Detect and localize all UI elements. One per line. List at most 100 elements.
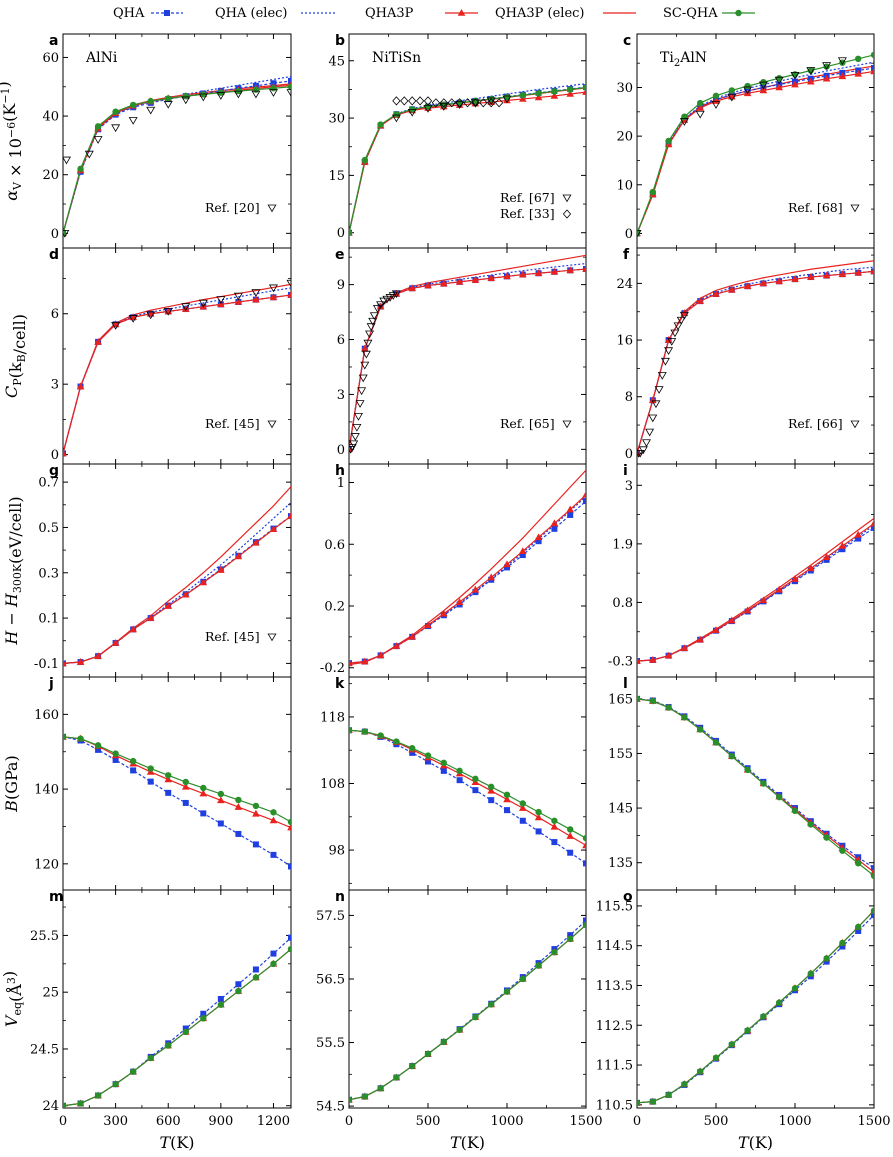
- legend-marker: [164, 10, 170, 16]
- data-point: [775, 83, 783, 91]
- ref-point: [676, 316, 686, 325]
- data-point: [519, 547, 527, 555]
- data-point: [76, 382, 85, 390]
- data-point: [664, 651, 673, 659]
- panel-c: 0 10 20 30 c Ti2AlN Ref. [68]: [616, 33, 875, 249]
- panel-letter: o: [623, 889, 633, 905]
- data-point: [164, 307, 173, 315]
- plot-area: [349, 254, 586, 454]
- ref-point: [372, 305, 382, 313]
- data-point: [252, 841, 259, 848]
- panel-k: 98 108 118 k: [320, 676, 587, 891]
- series-line-qha: [637, 527, 874, 662]
- data-point: [535, 962, 542, 969]
- ref-point: [641, 439, 651, 448]
- data-point: [235, 987, 242, 995]
- data-point: [519, 800, 526, 807]
- y-axis-label: CP(kB/cell): [2, 314, 29, 398]
- ref-point: [408, 96, 417, 106]
- panel-frame: [636, 33, 875, 249]
- data-point: [583, 498, 586, 505]
- ref-point: [673, 322, 683, 331]
- data-point: [712, 739, 720, 746]
- y-tick-label: 120: [34, 857, 59, 872]
- data-point: [550, 519, 559, 527]
- data-point: [870, 872, 874, 879]
- data-point: [63, 449, 67, 457]
- data-point: [130, 767, 137, 774]
- data-point: [112, 750, 119, 757]
- data-point: [235, 796, 242, 804]
- material-label: NiTiSn: [372, 50, 421, 66]
- y-tick-label: 3: [51, 378, 59, 393]
- data-point: [181, 782, 190, 790]
- legend-entry: QHA: [113, 6, 183, 21]
- data-point: [697, 726, 704, 733]
- data-point: [551, 88, 558, 95]
- x-tick-label: 1500: [857, 1114, 890, 1129]
- y-tick-label: 145: [608, 802, 633, 817]
- data-point: [252, 538, 260, 546]
- plot-area: [63, 75, 291, 238]
- ref-point: [163, 100, 173, 109]
- y-tick-label: 110.5: [596, 1098, 633, 1113]
- ref-point: [198, 93, 208, 102]
- data-point: [146, 614, 155, 621]
- series-line-qha3p: [637, 698, 874, 873]
- panel-i: -0.3 0.8 1.9 3i: [608, 463, 875, 678]
- data-point: [424, 752, 432, 759]
- series-line-qha3p-elec-: [349, 469, 586, 666]
- y-tick-label: 115.5: [596, 899, 633, 914]
- data-point: [854, 69, 862, 77]
- legend-entry: SC-QHA: [663, 6, 755, 21]
- series-line-sc-qha: [637, 698, 874, 877]
- data-point: [409, 749, 416, 756]
- data-point: [760, 780, 767, 787]
- ref-label: Ref. [45]: [205, 629, 260, 644]
- data-point: [94, 652, 102, 659]
- data-point: [63, 733, 67, 740]
- panel-frame: [62, 463, 292, 678]
- y-tick-label: 6: [51, 307, 59, 322]
- ref-point: [743, 86, 753, 95]
- plot-area: [349, 83, 586, 236]
- data-point: [519, 817, 526, 824]
- data-point: [472, 1013, 479, 1021]
- ref-point: [679, 118, 689, 126]
- data-point: [791, 985, 799, 992]
- data-point: [165, 772, 172, 779]
- data-point: [566, 89, 574, 97]
- ref-legend-marker: [562, 420, 572, 429]
- ref-label: Ref. [45]: [205, 416, 260, 431]
- data-point: [567, 86, 574, 93]
- ref-point: [355, 400, 365, 408]
- ref-point: [198, 299, 208, 308]
- y-tick-label: 56.5: [316, 972, 345, 987]
- data-point: [823, 63, 830, 70]
- data-point: [791, 80, 799, 88]
- data-point: [681, 1080, 688, 1088]
- data-point: [744, 1027, 751, 1034]
- panel-n: 54.5 55.5 56.5 57.5 0 500 1000 1500 n: [316, 889, 603, 1129]
- data-point: [393, 738, 400, 745]
- ref-point: [251, 90, 261, 99]
- ref-point: [349, 445, 356, 454]
- data-point: [95, 746, 102, 753]
- data-point: [270, 85, 277, 92]
- series-line-sc-qha: [637, 910, 874, 1104]
- data-point: [534, 93, 543, 101]
- data-point: [822, 271, 831, 279]
- data-point: [377, 1085, 384, 1092]
- ref-point: [365, 330, 375, 339]
- data-point: [519, 552, 526, 559]
- ref-point: [479, 98, 488, 108]
- data-point: [855, 927, 862, 934]
- ref-point: [502, 95, 512, 104]
- data-point: [217, 566, 225, 573]
- ref-point: [353, 413, 363, 421]
- x-axis-label: T(K): [738, 1133, 773, 1152]
- series-line-qha3p: [637, 523, 874, 662]
- data-point: [759, 86, 768, 94]
- ref-point: [233, 90, 243, 99]
